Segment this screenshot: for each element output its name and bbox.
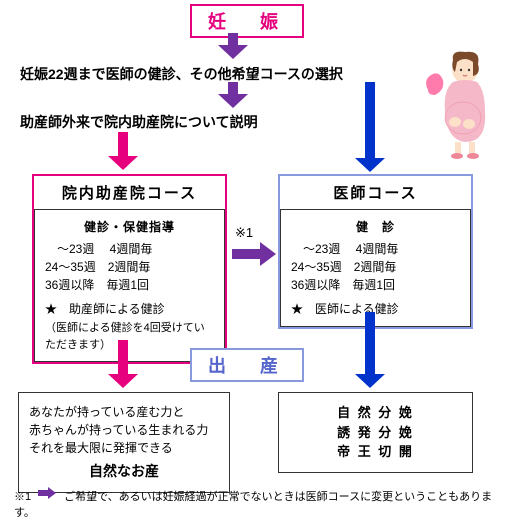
midwife-star: ★ 助産師による健診: [45, 300, 214, 318]
footnote: ※1 ご希望で、あるいは妊娠経過が正常でないときは医師コースに変更ということもあ…: [14, 488, 511, 520]
footnote-text: ※1 ご希望で、あるいは妊娠経過が正常でないときは医師コースに変更ということもあ…: [14, 491, 492, 519]
result-left-text: あなたが持っている産む力と 赤ちゃんが持っている生まれる力 それを最大限に発揮で…: [29, 403, 219, 457]
doctor-course-box: 医師コース 健 診 ～23週 4週間毎 24～35週 2週間毎 36週以降 毎週…: [278, 174, 473, 329]
midwife-sub: 健診・保健指導: [45, 218, 214, 236]
result-left-bold: 自然なお産: [29, 461, 219, 482]
result-delivery-types: 自 然 分 娩 誘 発 分 娩 帝 王 切 開: [278, 392, 473, 473]
arrow-down-2: [218, 82, 248, 108]
footnote-arrow-icon: [38, 487, 56, 499]
doctor-course-title: 医師コース: [280, 176, 471, 209]
arrow-right-purple: [232, 242, 276, 266]
arrow-down-1: [218, 33, 248, 59]
arrow-down-blue-long: [355, 82, 385, 172]
ref1-label: ※1: [235, 225, 253, 241]
pregnant-woman-illustration: [423, 50, 503, 160]
doctor-course-body: 健 診 ～23週 4週間毎 24～35週 2週間毎 36週以降 毎週1回 ★ 医…: [280, 209, 471, 327]
arrow-down-pink-1: [108, 132, 138, 170]
midwife-course-title: 院内助産院コース: [34, 176, 225, 209]
line-22weeks: 妊娠22週まで医師の健診、その他希望コースの選択: [20, 64, 343, 84]
arrow-down-pink-2: [108, 340, 138, 388]
doctor-sub: 健 診: [291, 218, 460, 236]
title-birth: 出 産: [190, 348, 304, 382]
result-natural-birth: あなたが持っている産む力と 赤ちゃんが持っている生まれる力 それを最大限に発揮で…: [18, 392, 230, 493]
midwife-course-box: 院内助産院コース 健診・保健指導 ～23週 4週間毎 24～35週 2週間毎 3…: [32, 174, 227, 364]
line-midwife-explain: 助産師外来で院内助産院について説明: [20, 112, 258, 132]
midwife-schedule: ～23週 4週間毎 24～35週 2週間毎 36週以降 毎週1回: [45, 240, 214, 294]
arrow-down-blue-2: [355, 312, 385, 388]
doctor-schedule: ～23週 4週間毎 24～35週 2週間毎 36週以降 毎週1回: [291, 240, 460, 294]
